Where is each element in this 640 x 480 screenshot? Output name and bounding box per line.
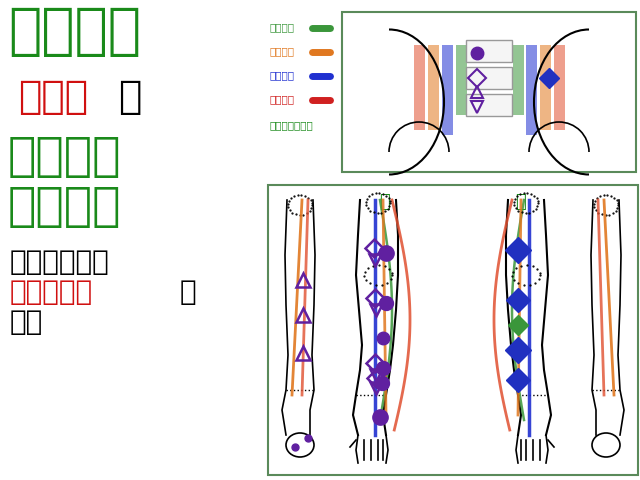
- Ellipse shape: [286, 433, 314, 457]
- Bar: [526, 45, 537, 135]
- Text: C7: C7: [481, 100, 497, 110]
- Text: 治らない理由: 治らない理由: [10, 248, 109, 276]
- Text: 原因治療: 原因治療: [8, 5, 141, 59]
- Text: 篠皮神経: 篠皮神経: [270, 22, 295, 32]
- Bar: [428, 45, 439, 130]
- Text: を: を: [180, 278, 196, 306]
- Text: 不調な神経: 不調な神経: [10, 278, 93, 306]
- Bar: [466, 67, 512, 89]
- Bar: [456, 45, 467, 115]
- Bar: [540, 45, 551, 130]
- Bar: [466, 94, 512, 116]
- Bar: [466, 40, 512, 62]
- Text: 接骨院で: 接骨院で: [8, 185, 122, 230]
- Text: 左: 左: [380, 193, 390, 211]
- Bar: [513, 45, 524, 115]
- Text: 鍼灸院や: 鍼灸院や: [8, 135, 122, 180]
- Bar: [342, 12, 636, 172]
- Text: 慢性痛: 慢性痛: [18, 78, 88, 116]
- Bar: [442, 45, 453, 135]
- Bar: [414, 45, 425, 130]
- Ellipse shape: [592, 433, 620, 457]
- Text: 正中神経: 正中神経: [270, 70, 295, 80]
- Text: 探す: 探す: [10, 308, 44, 336]
- Text: ＜首・腕・手＞: ＜首・腕・手＞: [270, 120, 314, 130]
- Text: 右: 右: [516, 193, 526, 211]
- Bar: [554, 45, 565, 130]
- Text: 橈骨神経: 橈骨神経: [270, 46, 295, 56]
- Text: 尺骨神経: 尺骨神経: [270, 94, 295, 104]
- Text: C5: C5: [482, 46, 497, 56]
- Text: C6: C6: [482, 73, 497, 83]
- Text: に: に: [118, 78, 141, 116]
- Bar: [268, 185, 638, 475]
